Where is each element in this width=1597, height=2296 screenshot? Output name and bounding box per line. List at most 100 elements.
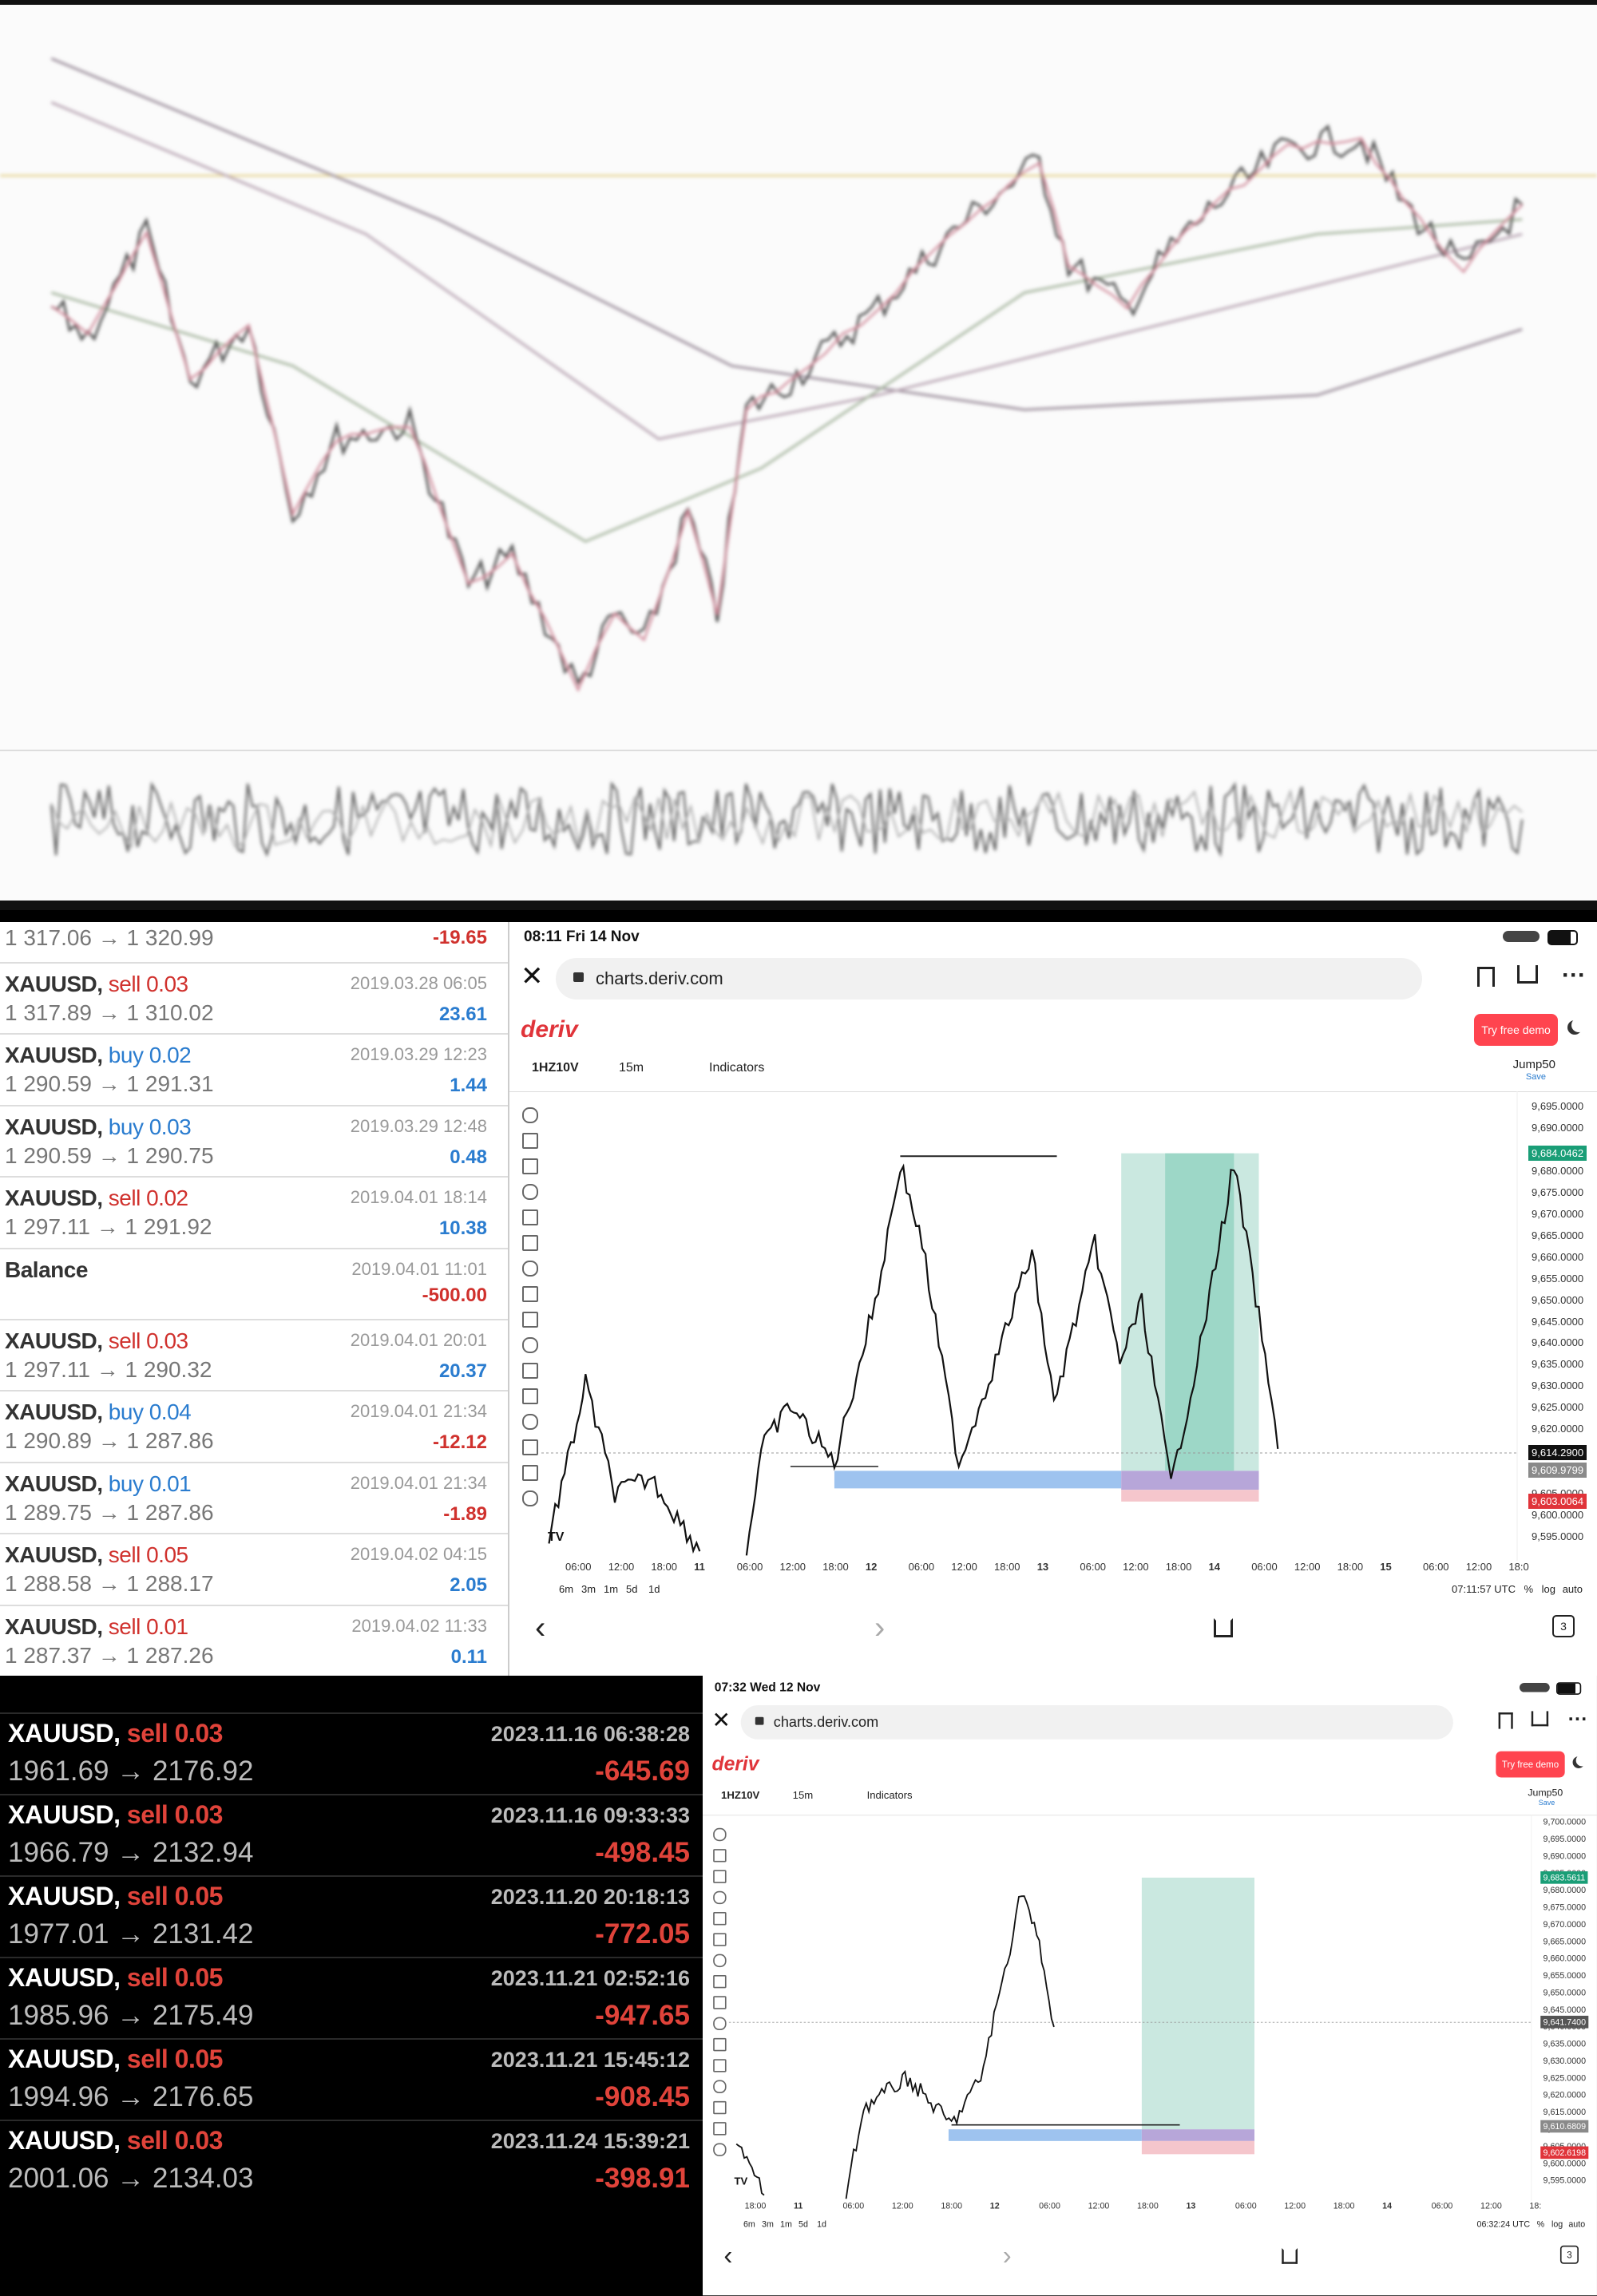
- forward-button[interactable]: ›: [1002, 2241, 1012, 2271]
- drawing-tool[interactable]: [713, 1912, 727, 1926]
- drawing-tool[interactable]: [522, 1363, 538, 1379]
- drawing-tool[interactable]: [713, 1954, 727, 1968]
- interval-select[interactable]: 15m: [619, 1061, 644, 1075]
- range-button[interactable]: 3m: [762, 2219, 774, 2230]
- auto-toggle[interactable]: auto: [1562, 1583, 1583, 1595]
- drawing-tool[interactable]: [522, 1286, 538, 1302]
- back-button[interactable]: ‹: [723, 2241, 733, 2271]
- preset-save[interactable]: Save: [1538, 1799, 1555, 1807]
- deriv-logo[interactable]: deriv: [711, 1753, 759, 1775]
- drawing-tool[interactable]: [713, 1870, 727, 1883]
- range-button[interactable]: 1m: [604, 1583, 619, 1595]
- indicators-button[interactable]: Indicators: [866, 1790, 913, 1802]
- drawing-tool[interactable]: [713, 1996, 727, 2009]
- trade-symbol-line: XAUUSD, sell 0.03: [8, 1719, 223, 1748]
- try-demo-button[interactable]: Try free demo: [1474, 1014, 1558, 1046]
- range-button[interactable]: 3m: [581, 1583, 596, 1595]
- trade-symbol-line: XAUUSD, sell 0.01: [5, 1614, 188, 1640]
- drawing-tool[interactable]: [522, 1439, 538, 1455]
- trade-row: XAUUSD, sell 0.03 2023.11.16 06:38:28 1961…: [0, 1712, 703, 1795]
- symbol-select[interactable]: 1HZ10V: [532, 1061, 579, 1075]
- range-button[interactable]: 1d: [648, 1583, 660, 1595]
- range-button[interactable]: 1m: [780, 2219, 792, 2230]
- tv-logo: TV: [548, 1530, 565, 1544]
- trade-action: buy 0.04: [108, 1399, 192, 1425]
- bookmark-button[interactable]: [1498, 1712, 1513, 1729]
- drawing-tool[interactable]: [713, 1827, 727, 1842]
- drawing-tool[interactable]: [522, 1209, 538, 1225]
- trade-profit: 0.48: [450, 1146, 487, 1168]
- try-demo-button[interactable]: Try free demo: [1496, 1751, 1565, 1778]
- drawing-tool[interactable]: [522, 1388, 538, 1404]
- drawing-tool[interactable]: [522, 1312, 538, 1328]
- price-tick-label: 9,655.0000: [1532, 1272, 1584, 1285]
- trade-prices: 1966.79 → 2132.94: [8, 1837, 254, 1868]
- drawing-tool[interactable]: [713, 2037, 727, 2052]
- trade-prices: 1 287.37 → 1 287.26: [5, 1642, 214, 1668]
- drawing-tool[interactable]: [522, 1337, 538, 1353]
- drawing-tool[interactable]: [713, 1974, 727, 1989]
- percent-toggle[interactable]: %: [1536, 2219, 1545, 2230]
- range-button[interactable]: 5d: [798, 2219, 808, 2230]
- drawing-tool[interactable]: [713, 2017, 727, 2031]
- drawing-tool[interactable]: [522, 1133, 538, 1149]
- range-button[interactable]: 1d: [817, 2219, 826, 2230]
- tabs-button[interactable]: 3: [1559, 2245, 1579, 2264]
- range-button[interactable]: 6m: [559, 1583, 574, 1595]
- trade-action: buy 0.01: [108, 1471, 192, 1496]
- range-button[interactable]: 5d: [626, 1583, 638, 1595]
- drawing-tool[interactable]: [713, 1849, 727, 1863]
- drawing-tool[interactable]: [713, 2122, 727, 2136]
- price-tick-label: 9,595.0000: [1532, 1530, 1584, 1542]
- log-toggle[interactable]: log: [1551, 2219, 1563, 2230]
- drawing-tool[interactable]: [713, 2059, 727, 2072]
- trade-time: 2019.03.29 12:48: [350, 1115, 487, 1136]
- drawing-tool[interactable]: [522, 1184, 538, 1200]
- symbol-select[interactable]: 1HZ10V: [721, 1790, 760, 1802]
- tv-logo: TV: [734, 2175, 747, 2187]
- drawing-tool[interactable]: [713, 2100, 727, 2115]
- share-button[interactable]: [1531, 1711, 1549, 1727]
- drawing-tool[interactable]: [522, 1490, 538, 1506]
- drawing-tool[interactable]: [522, 1235, 538, 1251]
- zone-bar: [948, 2129, 1142, 2141]
- indicators-button[interactable]: Indicators: [709, 1061, 765, 1075]
- auto-toggle[interactable]: auto: [1568, 2219, 1586, 2230]
- url-text[interactable]: charts.deriv.com: [773, 1713, 879, 1731]
- share-button[interactable]: [1517, 965, 1538, 984]
- drawing-tool[interactable]: [522, 1158, 538, 1174]
- forward-button[interactable]: ›: [874, 1610, 886, 1645]
- preset-save[interactable]: Save: [1525, 1072, 1546, 1082]
- more-button[interactable]: ···: [1562, 962, 1586, 988]
- price-tick-label: 9,675.0000: [1543, 1902, 1587, 1913]
- trade-row: XAUUSD, sell 0.01 2019.04.02 11:33 1 287.3…: [0, 1604, 508, 1677]
- drawing-tool[interactable]: [522, 1261, 538, 1277]
- back-button[interactable]: ‹: [535, 1610, 546, 1645]
- bookmark-button[interactable]: [1477, 967, 1495, 987]
- drawing-tool[interactable]: [713, 2080, 727, 2093]
- trade-profit: 1.44: [450, 1075, 487, 1097]
- url-text[interactable]: charts.deriv.com: [596, 968, 723, 988]
- battery-icon: [1547, 930, 1578, 945]
- home-button[interactable]: [1214, 1618, 1233, 1637]
- range-button[interactable]: 6m: [743, 2219, 755, 2230]
- tabs-button[interactable]: 3: [1552, 1615, 1575, 1637]
- percent-toggle[interactable]: %: [1524, 1583, 1533, 1595]
- moving-average: [50, 57, 1523, 411]
- drawing-tool[interactable]: [713, 1933, 727, 1946]
- drawing-tool[interactable]: [522, 1465, 538, 1481]
- drawing-tool[interactable]: [713, 1890, 727, 1905]
- interval-select[interactable]: 15m: [792, 1790, 814, 1802]
- preset-name[interactable]: Jump50: [1528, 1787, 1563, 1799]
- deriv-logo[interactable]: deriv: [521, 1016, 578, 1043]
- close-button[interactable]: ✕: [711, 1708, 731, 1733]
- preset-name[interactable]: Jump50: [1512, 1058, 1555, 1071]
- drawing-tool[interactable]: [713, 2143, 727, 2156]
- drawing-tool[interactable]: [522, 1107, 538, 1123]
- drawing-tool[interactable]: [522, 1414, 538, 1430]
- log-toggle[interactable]: log: [1541, 1583, 1555, 1595]
- close-button[interactable]: ✕: [521, 961, 544, 992]
- trade-time: 2023.11.21 02:52:16: [490, 1966, 690, 1990]
- home-button[interactable]: [1282, 2248, 1298, 2264]
- more-button[interactable]: ···: [1567, 1708, 1588, 1731]
